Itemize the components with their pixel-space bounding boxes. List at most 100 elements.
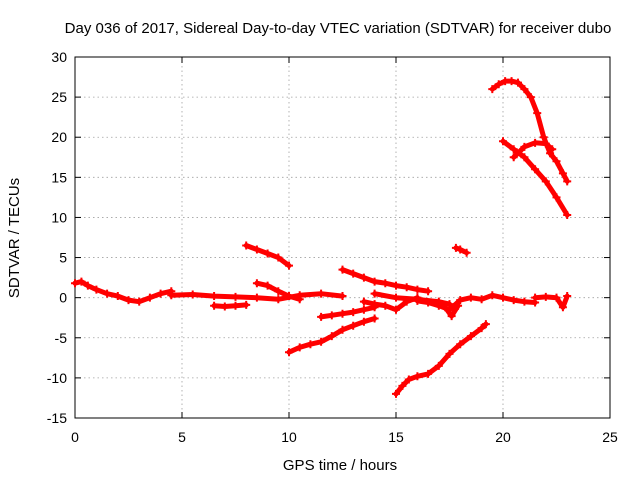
- series-track-17: [509, 138, 557, 162]
- data-point: [539, 133, 548, 142]
- series-track-16: [499, 137, 572, 220]
- series-track-6: [285, 314, 379, 357]
- data-point: [285, 292, 293, 301]
- data-point: [252, 245, 261, 254]
- data-point: [424, 369, 433, 378]
- x-tick-label: 10: [281, 429, 297, 445]
- data-point: [359, 317, 368, 326]
- data-point: [392, 293, 400, 302]
- series-track-2: [167, 289, 347, 304]
- data-point: [558, 169, 567, 178]
- data-point: [541, 292, 550, 301]
- data-point: [370, 300, 379, 309]
- x-tick-label: 25: [602, 429, 618, 445]
- data-point: [454, 301, 463, 310]
- y-tick-label: -5: [55, 330, 68, 346]
- data-point: [466, 332, 475, 341]
- series-track-15: [488, 77, 572, 186]
- data-point: [188, 290, 197, 299]
- data-point: [317, 312, 326, 321]
- data-point: [402, 283, 411, 292]
- data-point: [445, 349, 454, 358]
- data-point: [481, 320, 490, 329]
- data-point: [156, 289, 165, 298]
- series-track-3: [210, 300, 251, 311]
- data-point: [210, 301, 219, 310]
- data-point: [488, 291, 497, 300]
- data-point: [252, 293, 261, 302]
- data-point: [552, 193, 561, 202]
- data-point: [456, 245, 465, 254]
- data-point: [359, 305, 368, 314]
- data-point: [381, 301, 390, 310]
- data-point: [413, 296, 422, 305]
- y-tick-label: 5: [59, 250, 67, 266]
- data-point: [520, 297, 529, 306]
- data-point: [210, 292, 219, 301]
- data-point: [349, 269, 358, 278]
- data-point: [541, 177, 550, 186]
- series-trace: [211, 302, 249, 309]
- data-point: [424, 298, 433, 307]
- data-point: [392, 281, 400, 290]
- data-point: [263, 249, 272, 258]
- data-point: [563, 177, 572, 186]
- y-tick-label: 20: [51, 129, 67, 145]
- data-marks: [71, 77, 572, 398]
- data-point: [520, 153, 529, 162]
- series-track-5: [252, 279, 304, 304]
- data-point: [531, 138, 540, 147]
- y-tick-label: 10: [51, 209, 67, 225]
- series-trace: [500, 138, 570, 218]
- data-point: [77, 277, 86, 286]
- data-point: [477, 295, 486, 304]
- data-point: [404, 375, 413, 384]
- data-point: [441, 303, 450, 312]
- data-point: [135, 297, 144, 306]
- data-point: [392, 305, 400, 314]
- data-point: [456, 296, 465, 305]
- data-point: [71, 279, 79, 288]
- data-point: [359, 273, 368, 282]
- data-point: [83, 281, 92, 290]
- y-tick-label: 0: [59, 290, 67, 306]
- data-point: [552, 293, 561, 302]
- data-point: [285, 348, 293, 357]
- data-point: [317, 337, 326, 346]
- data-point: [392, 389, 400, 398]
- y-tick-label: 15: [51, 169, 67, 185]
- data-point: [231, 301, 240, 310]
- data-point: [509, 145, 518, 154]
- data-point: [220, 302, 229, 311]
- data-point: [548, 145, 557, 154]
- data-point: [531, 293, 540, 302]
- data-point: [306, 340, 315, 349]
- data-point: [145, 293, 154, 302]
- data-point: [381, 279, 390, 288]
- grid-lines: [75, 57, 610, 418]
- series-track-1: [71, 277, 176, 306]
- y-tick-label: -10: [47, 370, 67, 386]
- data-point: [413, 285, 422, 294]
- series-track-14: [451, 243, 471, 257]
- data-point: [317, 289, 326, 298]
- data-point: [167, 291, 176, 300]
- data-point: [513, 78, 522, 87]
- data-point: [466, 293, 475, 302]
- x-tick-label: 20: [495, 429, 511, 445]
- x-tick-label: 5: [178, 429, 186, 445]
- data-point: [558, 303, 567, 312]
- series-track-8: [338, 265, 433, 296]
- data-point: [295, 343, 304, 352]
- data-point: [242, 300, 251, 309]
- series-track-11: [392, 320, 490, 398]
- data-point: [92, 285, 101, 294]
- series-track-13: [441, 301, 463, 321]
- x-tick-label: 15: [388, 429, 404, 445]
- data-point: [263, 281, 272, 290]
- data-point: [434, 301, 443, 310]
- data-point: [338, 309, 347, 318]
- axis-ticks: 0 5 10 15 20 25 -15 -10 -5 0 5 10 15 20 25 30: [47, 49, 618, 445]
- data-point: [526, 93, 535, 102]
